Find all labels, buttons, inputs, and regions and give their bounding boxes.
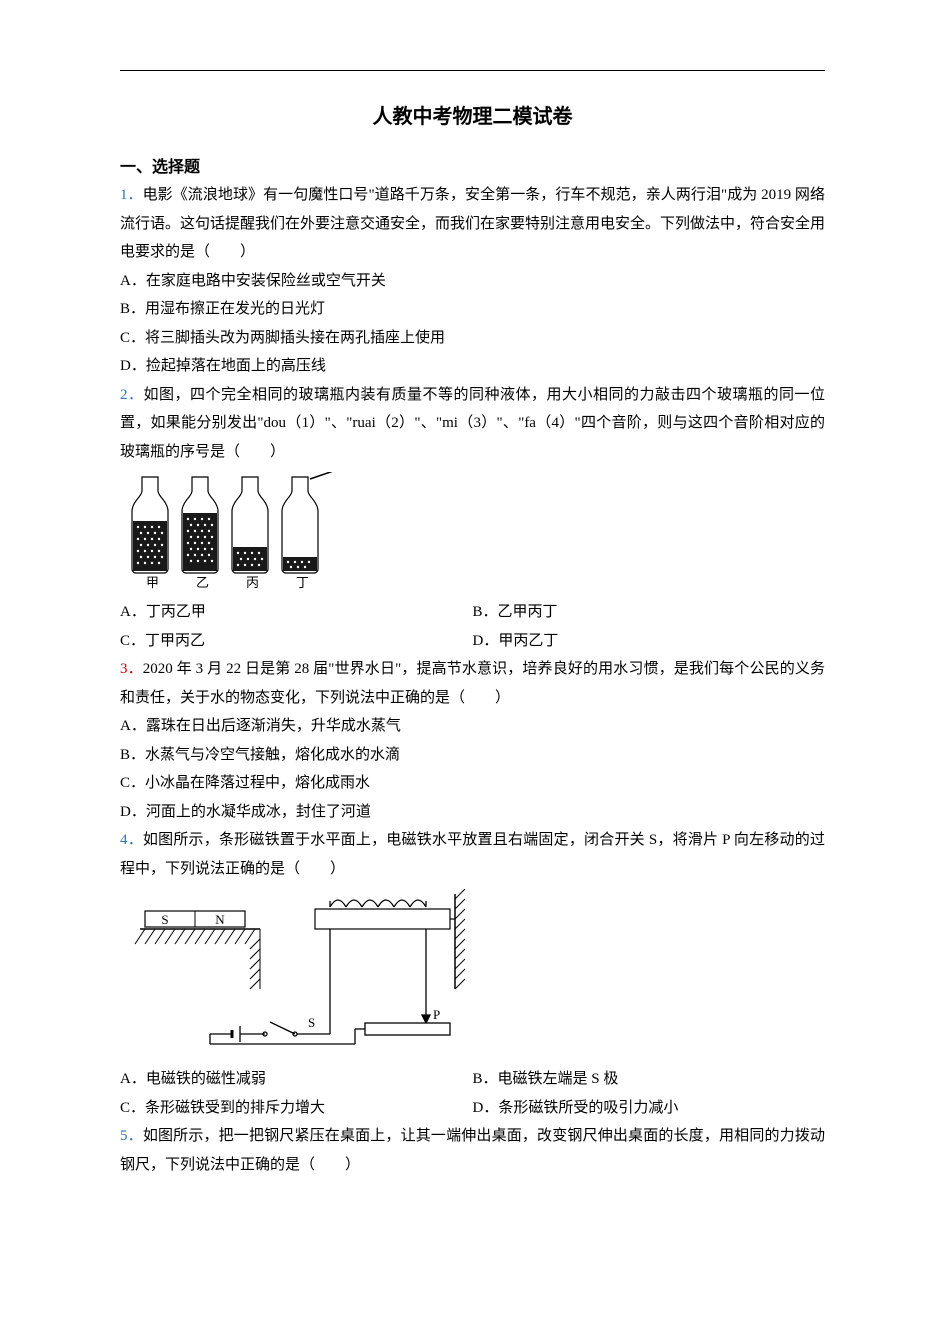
q1-number: 1． — [120, 187, 143, 203]
q5-text: 如图所示，把一把钢尺紧压在桌面上，让其一端伸出桌面，改变钢尺伸出桌面的长度，用相… — [120, 1128, 825, 1173]
section-heading: 一、选择题 — [120, 153, 825, 177]
svg-text:丁: 丁 — [296, 575, 309, 590]
q4-option-c: C．条形磁铁受到的排斥力增大 — [120, 1094, 473, 1123]
svg-text:乙: 乙 — [196, 575, 209, 590]
q1-option-a: A．在家庭电路中安装保险丝或空气开关 — [120, 267, 825, 296]
svg-text:甲: 甲 — [146, 575, 159, 590]
q3-number: 3． — [120, 661, 143, 677]
q4-option-a: A．电磁铁的磁性减弱 — [120, 1065, 473, 1094]
q2-number: 2． — [120, 387, 144, 403]
q2-option-b: B．乙甲丙丁 — [473, 598, 826, 627]
q4-option-d: D．条形磁铁所受的吸引力减小 — [473, 1094, 826, 1123]
q3-text: 2020 年 3 月 22 日是第 28 届"世界水日"，提高节水意识，培养良好… — [120, 661, 825, 706]
question-1: 1．电影《流浪地球》有一句魔性口号"道路千万条，安全第一条，行车不规范，亲人两行… — [120, 181, 825, 267]
q5-number: 5． — [120, 1128, 143, 1144]
q3-option-b: B．水蒸气与冷空气接触，熔化成水的水滴 — [120, 741, 825, 770]
q2-option-d: D．甲丙乙丁 — [473, 627, 826, 656]
q2-options-row1: A．丁丙乙甲 B．乙甲丙丁 — [120, 598, 825, 627]
q3-option-d: D．河面上的水凝华成冰，封住了河道 — [120, 798, 825, 827]
q2-text: 如图，四个完全相同的玻璃瓶内装有质量不等的同种液体，用大小相同的力敲击四个玻璃瓶… — [120, 387, 825, 460]
question-3: 3．2020 年 3 月 22 日是第 28 届"世界水日"，提高节水意识，培养… — [120, 655, 825, 712]
q4-options-row1: A．电磁铁的磁性减弱 B．电磁铁左端是 S 极 — [120, 1065, 825, 1094]
q1-option-d: D．捡起掉落在地面上的高压线 — [120, 352, 825, 381]
q2-option-c: C．丁甲丙乙 — [120, 627, 473, 656]
svg-text:S: S — [161, 912, 168, 927]
q1-option-b: B．用湿布擦正在发光的日光灯 — [120, 295, 825, 324]
question-4: 4．如图所示，条形磁铁置于水平面上，电磁铁水平放置且右端固定，闭合开关 S，将滑… — [120, 826, 825, 883]
q2-options-row2: C．丁甲丙乙 D．甲丙乙丁 — [120, 627, 825, 656]
q4-option-b: B．电磁铁左端是 S 极 — [473, 1065, 826, 1094]
q4-number: 4． — [120, 832, 143, 848]
exam-title: 人教中考物理二模试卷 — [120, 100, 825, 129]
svg-text:丙: 丙 — [246, 575, 259, 590]
q3-option-a: A．露珠在日出后逐渐消失，升华成水蒸气 — [120, 712, 825, 741]
question-5: 5．如图所示，把一把钢尺紧压在桌面上，让其一端伸出桌面，改变钢尺伸出桌面的长度，… — [120, 1122, 825, 1179]
q1-text: 电影《流浪地球》有一句魔性口号"道路千万条，安全第一条，行车不规范，亲人两行泪"… — [120, 187, 825, 260]
svg-text:N: N — [215, 912, 225, 927]
question-2: 2．如图，四个完全相同的玻璃瓶内装有质量不等的同种液体，用大小相同的力敲击四个玻… — [120, 381, 825, 467]
q2-figure: 甲 乙 丙 丁 — [120, 472, 825, 592]
q2-option-a: A．丁丙乙甲 — [120, 598, 473, 627]
q3-option-c: C．小冰晶在降落过程中，熔化成雨水 — [120, 769, 825, 798]
q1-option-c: C．将三脚插头改为两脚插头接在两孔插座上使用 — [120, 324, 825, 353]
q4-options-row2: C．条形磁铁受到的排斥力增大 D．条形磁铁所受的吸引力减小 — [120, 1094, 825, 1123]
svg-text:P: P — [433, 1007, 440, 1022]
q4-figure: S N — [120, 889, 825, 1059]
svg-text:S: S — [308, 1015, 315, 1030]
q4-text: 如图所示，条形磁铁置于水平面上，电磁铁水平放置且右端固定，闭合开关 S，将滑片 … — [120, 832, 825, 877]
